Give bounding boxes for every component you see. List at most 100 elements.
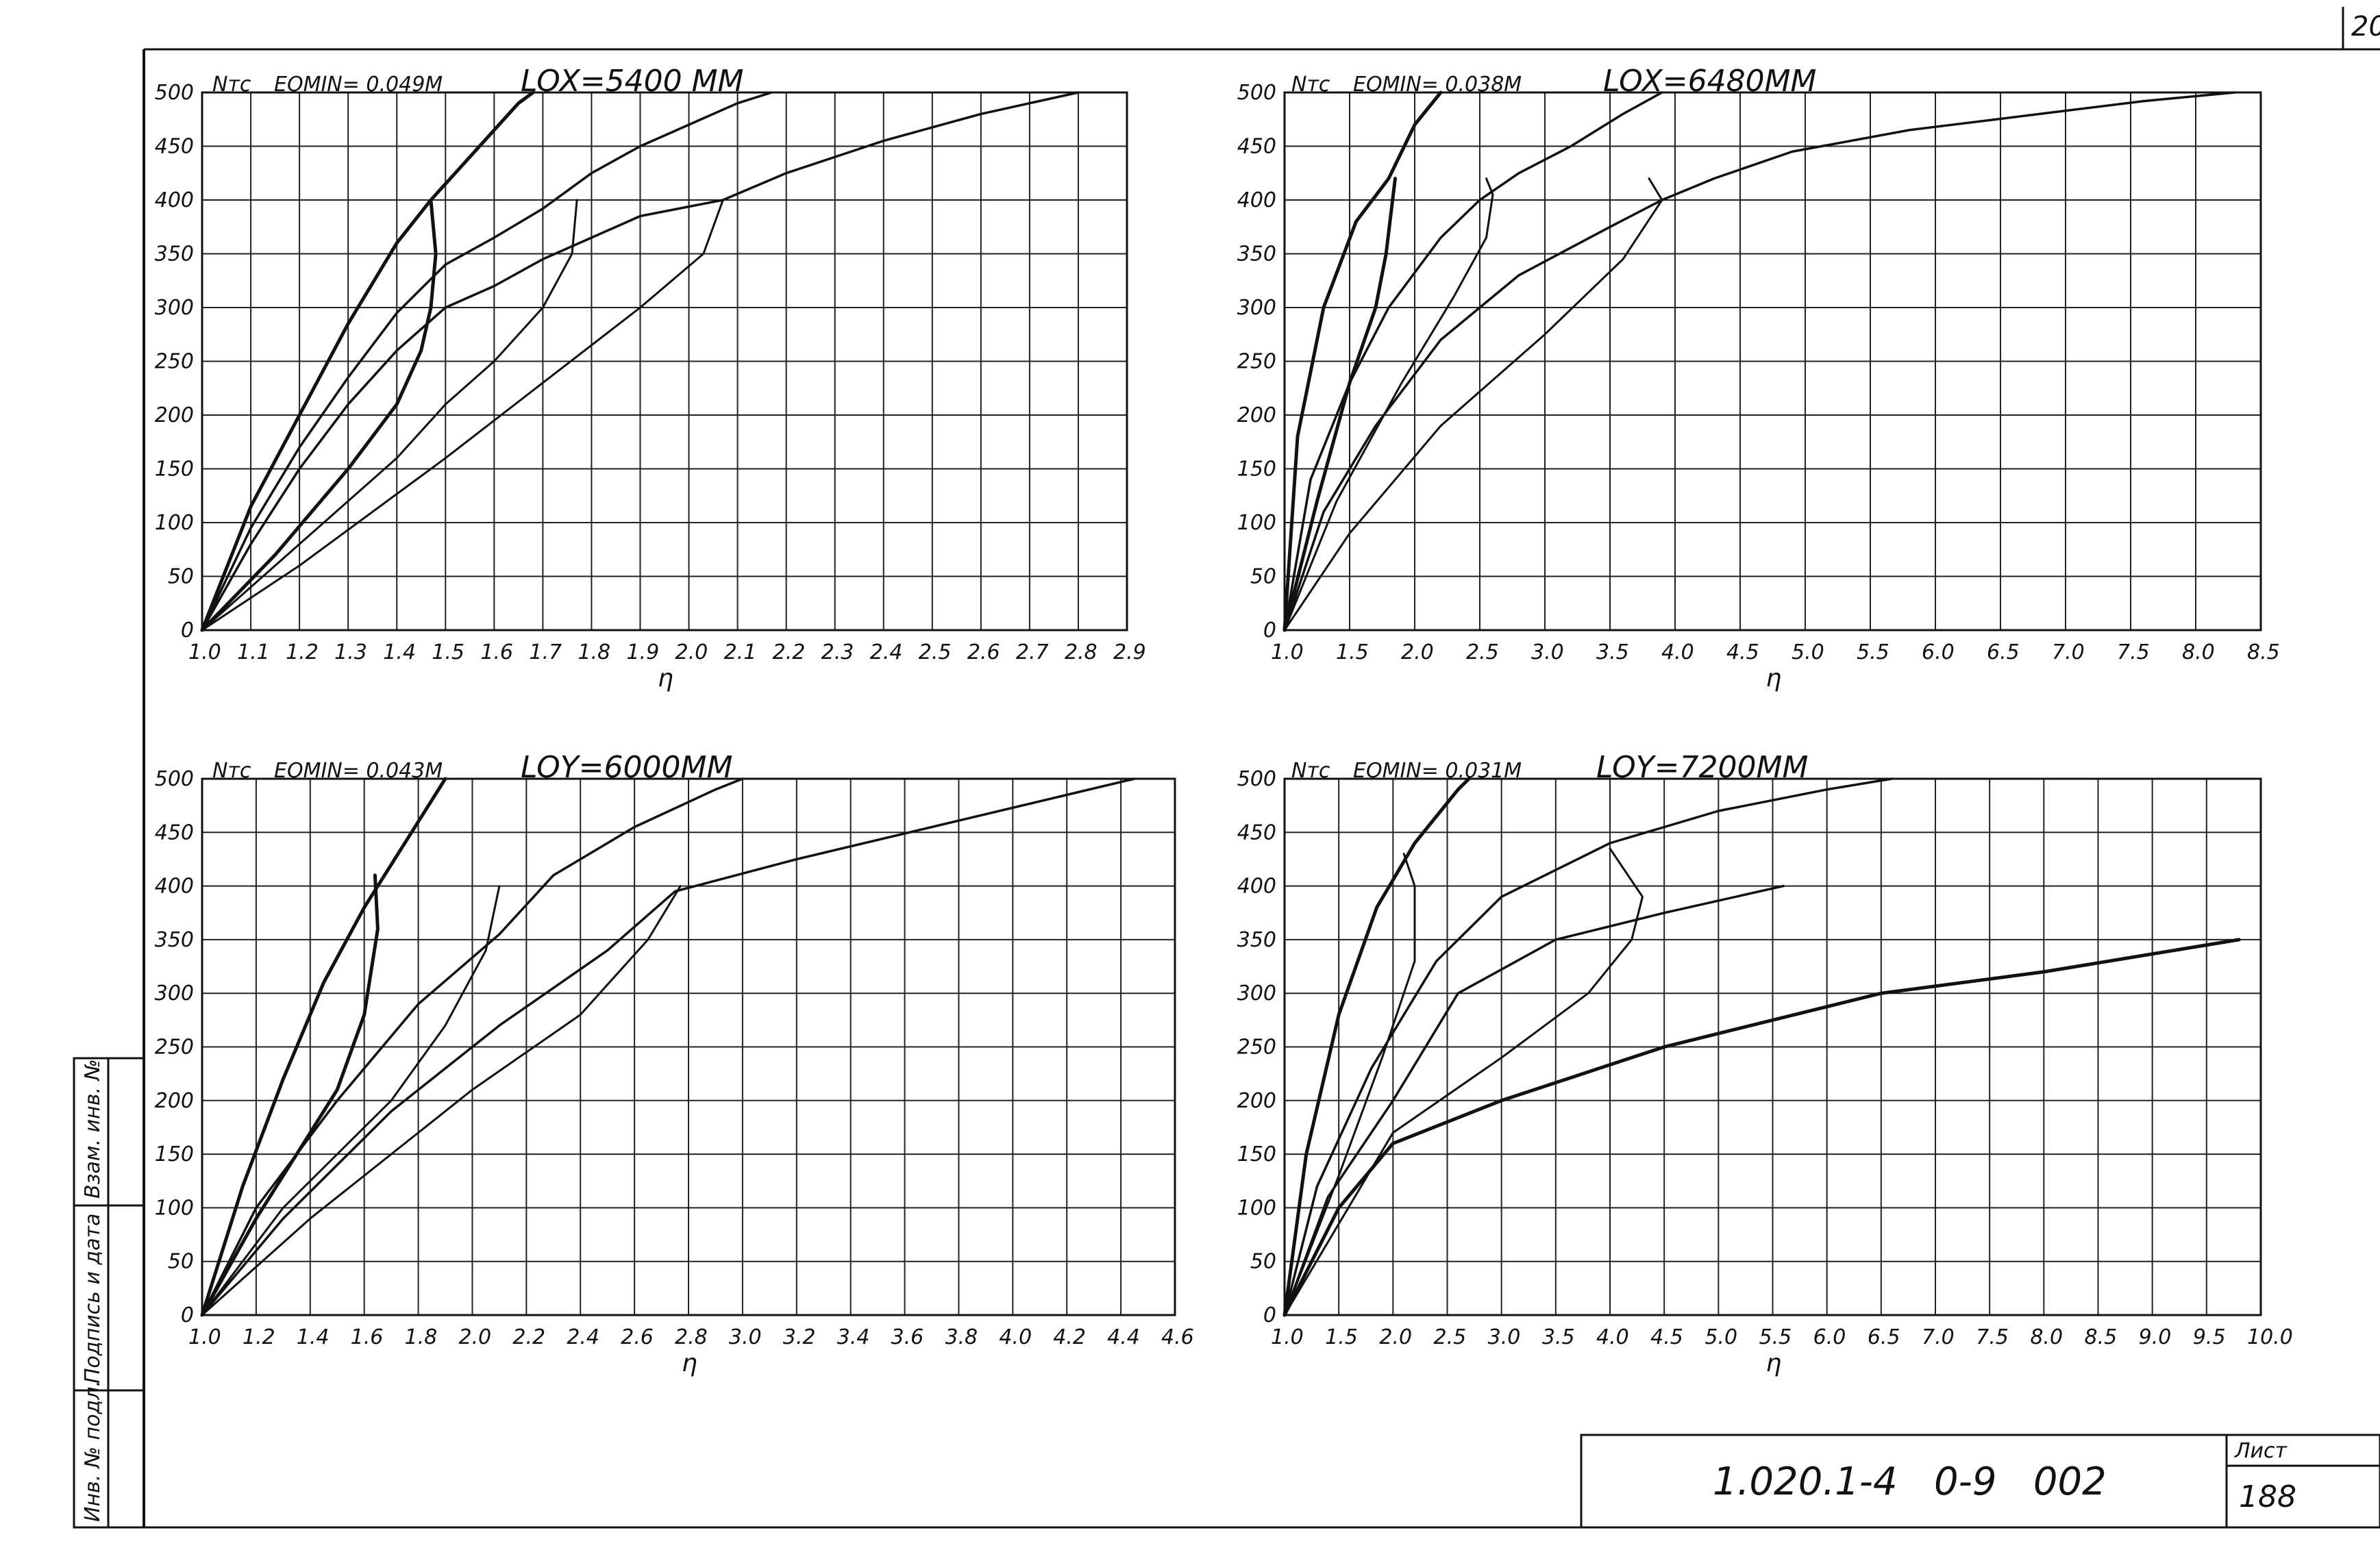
x-tick-label: 4.0 [999,1325,1032,1349]
y-tick-label: 300 [1237,296,1276,320]
x-tick-label: 3.0 [729,1325,762,1349]
side-stamp [73,1057,145,1529]
series-line-1 [1282,777,1471,1317]
x-tick-label: 1.5 [432,640,464,664]
y-tick-label: 250 [155,1036,194,1060]
x-tick-label: 4.0 [1596,1325,1629,1349]
x-tick-label: 2.5 [1466,640,1499,664]
y-tick-label: 150 [155,1142,194,1166]
x-tick-label: 8.0 [2182,640,2215,664]
series-line-6 [1283,177,1663,632]
x-tick-label: 4.6 [1161,1325,1194,1349]
chart-title: LOY=7200MM [1596,750,1808,785]
sheet-number: 188 [2239,1479,2296,1514]
chart-title: LOY=6000MM [521,750,732,785]
y-tick-label: 50 [168,565,194,589]
y-tick-label: 300 [1237,981,1276,1005]
series-line-6 [1283,847,1644,1316]
sheet-label: Лист [2234,1439,2288,1463]
x-tick-label: 10.0 [2247,1325,2293,1349]
y-tick-label: 0 [181,1303,194,1327]
y-tick-label: 200 [155,1089,194,1113]
x-tick-label: 7.5 [2117,640,2150,664]
y-axis-label: Nтс [1291,73,1330,97]
series-line-5 [201,885,501,1316]
x-tick-label: 9.5 [2193,1325,2226,1349]
y-axis-label: Nтс [212,73,251,97]
x-tick-label: 3.8 [945,1325,978,1349]
y-tick-label: 0 [1263,1303,1276,1327]
x-tick-label: 1.2 [243,1325,275,1349]
chart-lox-6480: 1.0 1.5 2.0 2.5 3.0 3.5 4.0 4.5 5.0 5.5 6.0 6.5 7.0 7… [1237,64,2280,692]
series-line-3 [1283,884,1785,1316]
chart-subtitle: EOMIN= 0.043M [274,759,443,783]
y-tick-label: 150 [1237,458,1276,482]
series-line-3 [201,91,1080,632]
y-tick-label: 100 [1237,511,1276,535]
y-tick-label: 300 [155,296,194,320]
x-tick-label: 5.5 [1857,640,1889,664]
y-tick-label: 50 [1250,565,1276,589]
series-line-1 [200,777,447,1317]
plot-frame [1283,91,2262,632]
y-axis-label: Nтс [1291,759,1330,783]
x-tick-label: 1.8 [578,640,610,664]
y-axis-label: Nтс [212,759,251,783]
x-tick-label: 2.4 [567,1325,599,1349]
x-tick-label: 1.9 [626,640,659,664]
y-tick-label: 100 [1237,1196,1276,1220]
x-tick-label: 4.5 [1650,1325,1683,1349]
y-tick-label: 400 [1237,875,1276,899]
doc-code: 1.020.1-4 0-9 002 [1713,1460,2107,1504]
series-line-5 [201,199,578,632]
x-tick-label: 3.2 [783,1325,816,1349]
y-tick-label: 500 [1237,81,1276,105]
y-tick-label: 150 [155,458,194,482]
series-line-6 [201,885,682,1316]
chart-subtitle: EOMIN= 0.038M [1353,73,1522,97]
x-tick-label: 1.0 [188,640,221,664]
x-tick-label: 1.5 [1336,640,1369,664]
y-tick-label: 100 [155,1196,194,1220]
series-line-5 [1283,853,1416,1316]
series-line-2 [201,777,744,1316]
chart-lox-5400: 1.0 1.1 1.2 1.3 1.4 1.5 1.6 1.7 1.8 1.9 2.0 2.1 2.2 2… [155,64,1146,692]
x-tick-label: 7.0 [2052,640,2085,664]
x-tick-label: 2.8 [675,1325,708,1349]
series-line-4 [200,198,438,632]
y-tick-label: 450 [155,821,194,845]
y-tick-label: 350 [1237,928,1276,952]
x-tick-label: 2.6 [967,640,1000,664]
series-line-5 [1283,177,1494,632]
y-tick-label: 200 [155,403,194,427]
series-line-6 [201,199,724,632]
y-tick-label: 500 [155,81,194,105]
x-tick-label: 1.4 [383,640,416,664]
x-tick-label: 2.8 [1065,640,1098,664]
chart-subtitle: EOMIN= 0.031M [1353,759,1522,783]
chart-title: LOX=6480MM [1603,64,1817,99]
series-line-3 [201,777,1136,1316]
y-tick-label: 50 [1250,1250,1276,1274]
series-line-1 [200,90,535,632]
x-tick-label: 2.5 [919,640,952,664]
y-tick-label: 350 [1237,242,1276,266]
series-line-4 [1282,177,1397,632]
x-tick-label: 9.0 [2139,1325,2172,1349]
title-block [1580,1434,2380,1529]
x-tick-label: 8.5 [2247,640,2280,664]
y-tick-label: 250 [155,350,194,374]
x-tick-label: 1.6 [480,640,513,664]
x-tick-label: 6.5 [1868,1325,1900,1349]
side-stamp-field-replaced: Взам. инв. № [81,1059,105,1199]
x-tick-label: 1.4 [297,1325,330,1349]
y-tick-label: 450 [1237,135,1276,159]
x-tick-label: 4.4 [1107,1325,1140,1349]
x-tick-label: 7.5 [1976,1325,2009,1349]
y-tick-label: 350 [155,242,194,266]
x-tick-label: 1.7 [529,640,562,664]
x-tick-label: 2.7 [1016,640,1049,664]
x-tick-label: 6.0 [1813,1325,1846,1349]
y-tick-label: 400 [1237,188,1276,212]
